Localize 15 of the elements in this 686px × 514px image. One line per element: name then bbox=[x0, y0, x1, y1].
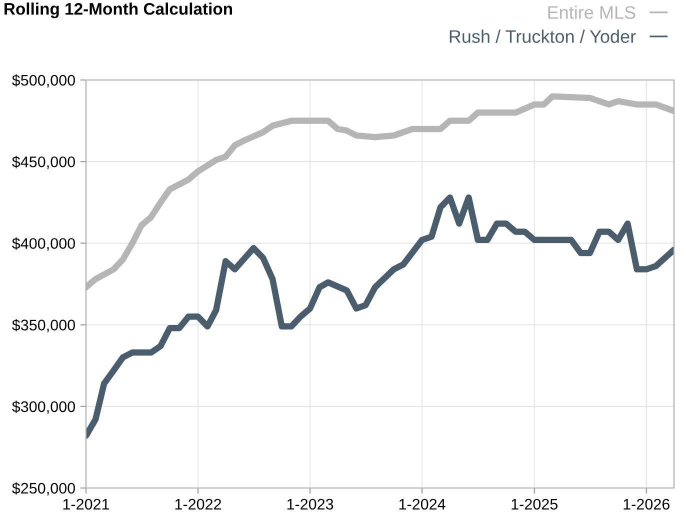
x-tick-label: 1-2022 bbox=[175, 498, 222, 510]
legend-label: Rush / Truckton / Yoder bbox=[450, 30, 636, 43]
y-tick-label: $250,000 bbox=[12, 482, 75, 496]
y-tick-label: $500,000 bbox=[12, 74, 75, 88]
x-tick-label: 1-2025 bbox=[512, 498, 558, 510]
y-tick-label: $400,000 bbox=[12, 237, 75, 251]
x-tick-label: 1-2026 bbox=[624, 498, 670, 510]
y-tick-label: $300,000 bbox=[12, 400, 75, 414]
y-tick-label: $350,000 bbox=[12, 319, 75, 332]
x-tick-label: 1-2023 bbox=[287, 498, 334, 510]
y-tick-label: $450,000 bbox=[12, 156, 75, 170]
x-tick-label: 1-2024 bbox=[399, 498, 446, 510]
x-tick-label: 1-2021 bbox=[63, 498, 110, 510]
chart-title: Rolling 12-Month Calculation bbox=[4, 2, 232, 18]
legend-label: Entire MLS bbox=[548, 6, 636, 19]
